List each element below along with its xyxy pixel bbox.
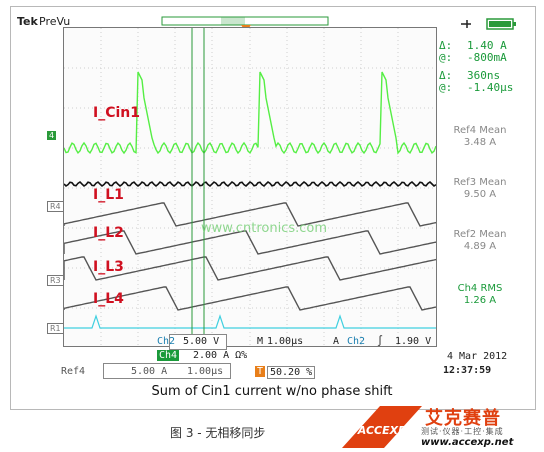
ref3-mean-value: 9.50 A [463,189,497,200]
trace-i-l4 [64,286,436,311]
ch4-scale: 2.00 A Ω% [193,350,248,361]
trace-ref4 [64,180,436,188]
current-at-value: -800mA [467,51,507,64]
trace-label-i-l3: I_L3 [93,259,124,275]
delta-label: Δ: [439,39,453,52]
waveform-display[interactable] [63,27,437,347]
ref2-mean-label: Ref2 Mean [453,229,507,240]
trace-i-l1 [64,202,436,227]
accexp-logo-icon: ACCEXP [342,406,422,448]
ch2-box[interactable] [169,334,227,350]
acquisition-mode: PreVu [39,15,71,28]
ref4-mean-label: Ref4 Mean [453,125,507,136]
trigger-source[interactable]: Ch2 [347,336,366,347]
time-delta-value: 360ns [467,69,501,82]
ref4-scale: 5.00 A [131,366,168,377]
watermark-text: www.cntronics.com [201,221,328,236]
logo-name: 艾克赛普 [425,408,501,429]
trace-label-i-l2: I_L2 [93,225,124,241]
ch2-scale: 5.00 V [183,336,220,347]
ch4-rms-value: 1.26 A [463,295,497,306]
ref4-label: Ref4 [61,366,86,377]
ch4-marker[interactable]: 4 [47,131,57,140]
ref3-marker[interactable]: R3 [47,275,64,286]
trace-i-l2 [64,230,436,255]
ref4-mean-value: 3.48 A [463,137,497,148]
trace-label-i-l1: I_L1 [93,187,124,203]
date-stamp: 4 Mar 2012 [447,351,508,362]
ref4-box[interactable] [103,363,231,379]
ref4-time: 1.00µs [187,366,224,377]
trace-ch2 [64,314,436,329]
ref1-marker[interactable]: R1 [47,323,64,334]
brand-logo: Tek [17,15,38,28]
trace-label-i-l4: I_L4 [93,291,124,307]
time-at-value: -1.40µs [467,81,514,94]
logo-tagline: 测试·仪器·工控·集成 [421,427,504,436]
trace-i-l3 [64,256,436,281]
logo-mark: ACCEXP [357,424,406,437]
trace-layer [64,28,436,346]
trigger-position-icon-bottom: T [255,366,266,377]
battery-icon [461,18,516,30]
timebase-value[interactable]: 1.00µs [267,336,304,347]
timebase-m-label: M [257,336,264,347]
trigger-a-label: A [333,336,340,347]
ch4-label[interactable]: Ch4 [157,350,180,361]
current-delta-value: 1.40 A [467,39,507,52]
ref4-marker[interactable]: R4 [47,201,64,212]
time-stamp: 12:37:59 [443,365,492,376]
delta-time-label: Δ: [439,69,453,82]
trace-i-cin1 [64,71,436,155]
ch2-label: Ch2 [157,336,176,347]
at-label: @: [439,51,453,64]
at-time-label: @: [439,81,453,94]
ch4-rms-label: Ch4 RMS [457,283,503,294]
figure-caption: 图 3 - 无相移同步 [170,426,266,440]
trigger-level[interactable]: 1.90 V [395,336,432,347]
trigger-slope-icon[interactable]: ∫ [377,336,384,347]
scope-frame: Tek PreVu T Δ: 1.40 A @: -800mA Δ: 360ns… [10,6,536,410]
trigger-position-value[interactable]: 50.20 % [267,366,316,379]
trace-label-i-cin1: I_Cin1 [93,105,140,121]
logo-url[interactable]: www.accexp.net [421,437,514,448]
ref2-mean-value: 4.89 A [463,241,497,252]
ref3-mean-label: Ref3 Mean [453,177,507,188]
figure-title: Sum of Cin1 current w/no phase shift [151,384,393,399]
